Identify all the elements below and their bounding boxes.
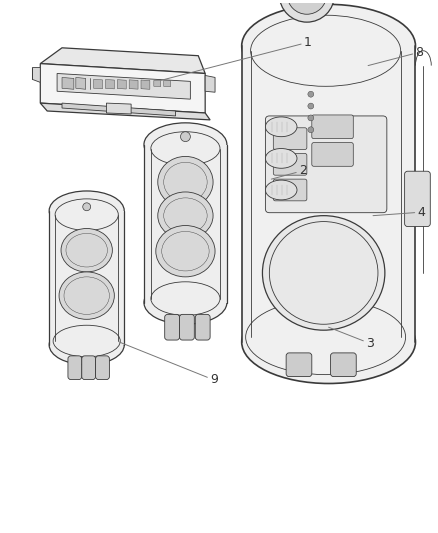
FancyBboxPatch shape	[405, 171, 430, 227]
Ellipse shape	[59, 272, 114, 319]
FancyBboxPatch shape	[331, 353, 356, 377]
Ellipse shape	[49, 325, 124, 365]
Ellipse shape	[265, 180, 297, 200]
FancyBboxPatch shape	[273, 128, 307, 149]
Polygon shape	[62, 103, 176, 116]
Ellipse shape	[83, 203, 91, 211]
Ellipse shape	[287, 0, 327, 14]
Ellipse shape	[265, 117, 297, 136]
Text: 8: 8	[368, 46, 424, 66]
Ellipse shape	[144, 123, 227, 166]
Ellipse shape	[308, 127, 314, 133]
Text: 4: 4	[373, 206, 425, 219]
Text: 1: 1	[161, 36, 312, 80]
Polygon shape	[32, 68, 40, 83]
FancyBboxPatch shape	[312, 115, 353, 139]
FancyBboxPatch shape	[273, 154, 307, 175]
FancyBboxPatch shape	[82, 356, 95, 379]
Ellipse shape	[61, 229, 113, 272]
Ellipse shape	[308, 115, 314, 121]
FancyBboxPatch shape	[195, 314, 210, 340]
Ellipse shape	[144, 281, 227, 324]
Polygon shape	[129, 80, 138, 89]
FancyBboxPatch shape	[165, 314, 180, 340]
Polygon shape	[94, 79, 102, 89]
Ellipse shape	[308, 103, 314, 109]
Polygon shape	[40, 63, 205, 113]
Ellipse shape	[156, 225, 215, 277]
Text: 2: 2	[271, 164, 307, 179]
Polygon shape	[205, 76, 215, 92]
Ellipse shape	[262, 216, 385, 330]
Ellipse shape	[180, 132, 191, 142]
Polygon shape	[57, 74, 191, 99]
Polygon shape	[141, 80, 150, 89]
Polygon shape	[106, 103, 131, 114]
Polygon shape	[242, 46, 416, 342]
Ellipse shape	[265, 149, 297, 168]
Polygon shape	[49, 211, 124, 345]
Ellipse shape	[242, 4, 416, 87]
Text: 9: 9	[119, 342, 218, 386]
Polygon shape	[154, 80, 161, 86]
Ellipse shape	[242, 301, 416, 384]
FancyBboxPatch shape	[273, 179, 307, 201]
Polygon shape	[144, 144, 227, 303]
Ellipse shape	[279, 0, 335, 22]
FancyBboxPatch shape	[312, 143, 353, 166]
Polygon shape	[40, 48, 205, 74]
Ellipse shape	[49, 191, 124, 230]
Polygon shape	[40, 103, 210, 120]
FancyBboxPatch shape	[95, 356, 110, 379]
FancyBboxPatch shape	[180, 314, 194, 340]
FancyBboxPatch shape	[265, 116, 387, 213]
Polygon shape	[117, 80, 126, 89]
Ellipse shape	[158, 192, 213, 239]
Polygon shape	[164, 80, 171, 86]
FancyBboxPatch shape	[68, 356, 82, 379]
Polygon shape	[62, 77, 74, 89]
Polygon shape	[76, 77, 86, 89]
Polygon shape	[106, 79, 114, 89]
Ellipse shape	[308, 91, 314, 97]
Text: 3: 3	[328, 327, 374, 350]
FancyBboxPatch shape	[286, 353, 312, 377]
Ellipse shape	[158, 156, 213, 208]
